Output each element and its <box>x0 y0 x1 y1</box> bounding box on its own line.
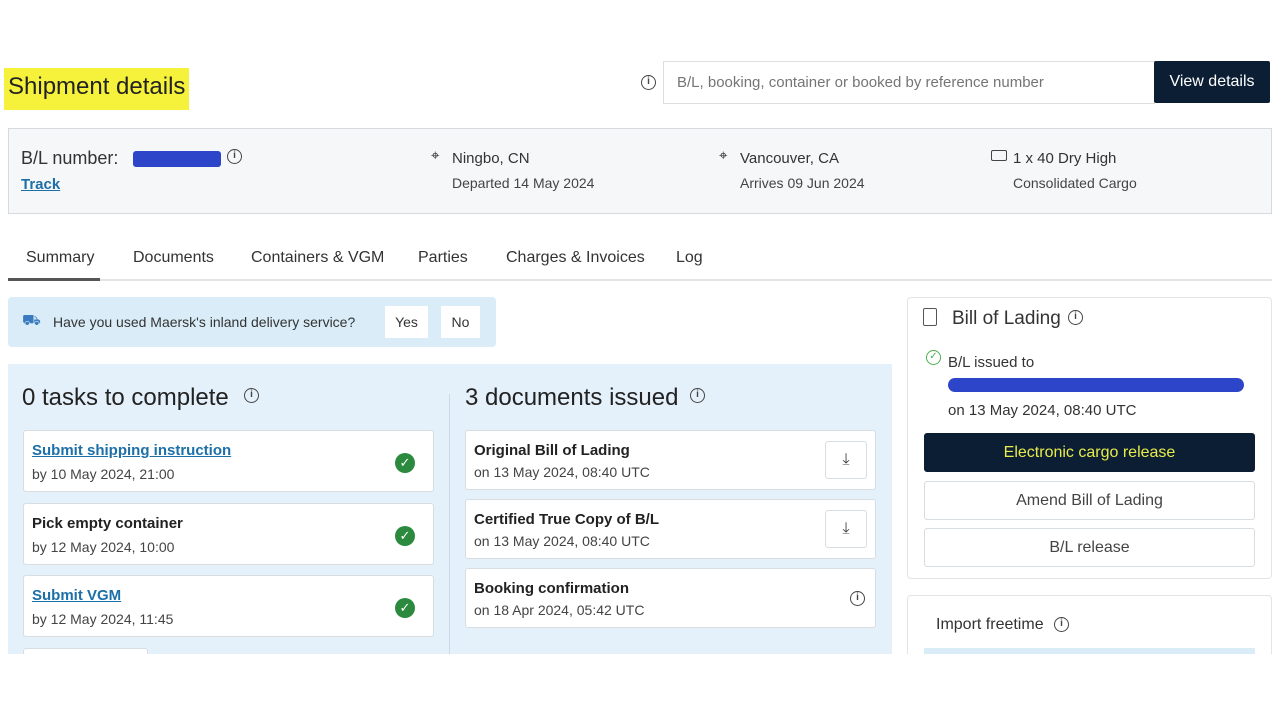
freetime-title: Import freetime <box>936 616 1044 633</box>
check-icon: ✓ <box>395 598 415 618</box>
check-icon: ✓ <box>395 526 415 546</box>
divider <box>449 394 450 654</box>
info-icon[interactable]: i <box>690 388 705 403</box>
document-card: Certified True Copy of B/L on 13 May 202… <box>465 499 876 559</box>
bill-of-lading-card: Bill of Lading i ✓ B/L issued to on 13 M… <box>907 297 1272 579</box>
banner-text: Have you used Maersk's inland delivery s… <box>53 314 356 330</box>
bottom-crop <box>0 654 1280 720</box>
yes-button[interactable]: Yes <box>385 306 428 338</box>
document-title: Certified True Copy of B/L <box>474 511 660 528</box>
document-card: Original Bill of Lading on 13 May 2024, … <box>465 430 876 490</box>
task-card: Submit shipping instruction by 10 May 20… <box>23 430 434 492</box>
tasks-heading: 0 tasks to complete <box>22 384 229 411</box>
container-icon <box>991 150 1007 161</box>
truck-icon: ⛟ <box>22 312 41 329</box>
redacted-bl-number <box>133 151 221 167</box>
container-note: Consolidated Cargo <box>1013 175 1137 191</box>
search-input[interactable] <box>663 61 1155 104</box>
task-title: Pick empty container <box>32 515 183 532</box>
issued-to-label: B/L issued to <box>948 354 1035 371</box>
document-date: on 13 May 2024, 08:40 UTC <box>474 464 650 480</box>
document-title: Booking confirmation <box>474 580 629 597</box>
bl-release-button[interactable]: B/L release <box>924 528 1255 567</box>
destination-city: Vancouver, CA <box>740 150 839 167</box>
download-icon[interactable]: ⤓ <box>825 441 867 479</box>
container-type: 1 x 40 Dry High <box>1013 150 1117 167</box>
info-icon[interactable]: i <box>641 75 656 90</box>
info-icon[interactable]: i <box>1068 310 1083 325</box>
freetime-bar <box>924 648 1255 656</box>
active-tab-indicator <box>8 278 100 281</box>
location-pin-icon: ⌖ <box>431 147 440 164</box>
task-due: by 12 May 2024, 11:45 <box>32 611 174 627</box>
inland-delivery-banner: ⛟ Have you used Maersk's inland delivery… <box>8 297 496 347</box>
destination-status: Arrives 09 Jun 2024 <box>740 175 865 191</box>
info-icon[interactable]: i <box>244 388 259 403</box>
document-date: on 13 May 2024, 08:40 UTC <box>474 533 650 549</box>
documents-heading: 3 documents issued <box>465 384 679 411</box>
no-button[interactable]: No <box>441 306 480 338</box>
shipment-header: B/L number: i Track ⌖ Ningbo, CN Departe… <box>8 128 1272 214</box>
page-title: Shipment details <box>4 68 190 110</box>
download-icon[interactable]: ⤓ <box>825 510 867 548</box>
document-card: Booking confirmation on 18 Apr 2024, 05:… <box>465 568 876 628</box>
origin-city: Ningbo, CN <box>452 150 530 167</box>
tab-summary[interactable]: Summary <box>26 249 95 266</box>
task-card: Pick empty container by 12 May 2024, 10:… <box>23 503 434 565</box>
tab-charges-invoices[interactable]: Charges & Invoices <box>506 249 645 266</box>
issued-date: on 13 May 2024, 08:40 UTC <box>948 402 1137 419</box>
tab-bar: Summary Documents Containers & VGM Parti… <box>8 244 1272 281</box>
bl-card-title: Bill of Lading <box>952 308 1061 329</box>
info-icon[interactable]: i <box>227 149 242 164</box>
document-title: Original Bill of Lading <box>474 442 630 459</box>
origin-status: Departed 14 May 2024 <box>452 175 595 191</box>
tab-containers-vgm[interactable]: Containers & VGM <box>251 249 385 266</box>
info-icon[interactable]: i <box>1054 617 1069 632</box>
amend-bl-button[interactable]: Amend Bill of Lading <box>924 481 1255 520</box>
redacted-party-name <box>948 378 1244 392</box>
tab-documents[interactable]: Documents <box>133 249 214 266</box>
track-link[interactable]: Track <box>21 176 61 193</box>
view-details-button[interactable]: View details <box>1154 61 1270 103</box>
check-icon: ✓ <box>395 453 415 473</box>
task-link[interactable]: Submit VGM <box>32 587 122 604</box>
document-date: on 18 Apr 2024, 05:42 UTC <box>474 602 645 618</box>
bl-number-label: B/L number: <box>21 148 119 168</box>
tab-parties[interactable]: Parties <box>418 249 468 266</box>
electronic-cargo-release-button[interactable]: Electronic cargo release <box>924 433 1255 472</box>
task-card: Submit VGM by 12 May 2024, 11:45 ✓ <box>23 575 434 637</box>
document-icon <box>923 308 937 326</box>
check-circle-icon: ✓ <box>926 350 941 365</box>
info-icon[interactable]: i <box>850 591 865 606</box>
task-due: by 10 May 2024, 21:00 <box>32 466 175 482</box>
import-freetime-card: Import freetime i <box>907 595 1272 665</box>
tab-log[interactable]: Log <box>676 249 703 266</box>
summary-panel: 0 tasks to complete i Submit shipping in… <box>8 364 892 658</box>
task-due: by 12 May 2024, 10:00 <box>32 539 175 555</box>
location-pin-icon: ⌖ <box>719 147 728 164</box>
task-link[interactable]: Submit shipping instruction <box>32 442 232 459</box>
